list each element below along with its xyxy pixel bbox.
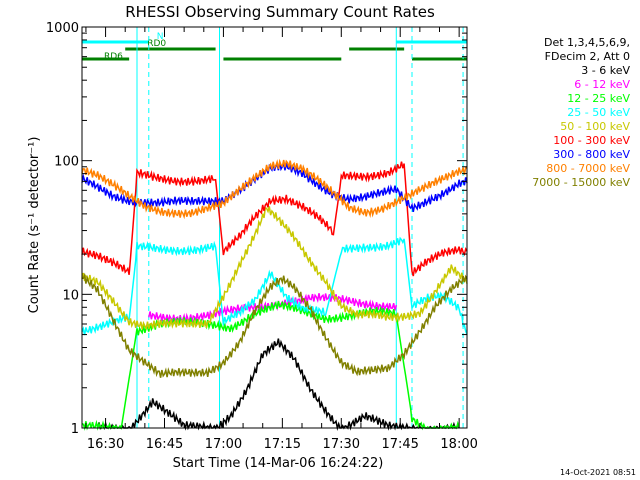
series-line-3 — [81, 236, 468, 336]
legend-entry: 12 - 25 keV — [567, 92, 630, 105]
legend-entry: 3 - 6 keV — [581, 64, 630, 77]
y-tick-label: 1 — [71, 422, 79, 437]
legend-entry: 800 - 7000 keV — [546, 162, 630, 175]
x-tick-label: 16:45 — [146, 437, 183, 452]
plot-frame — [81, 26, 468, 429]
legend-header-line: Det 1,3,4,5,6,9, — [544, 36, 630, 49]
legend-entry: 7000 - 15000 keV — [532, 176, 630, 189]
x-tick-label: 16:30 — [87, 437, 124, 452]
x-axis: 16:30 16:45 17:00 17:15 17:30 17:45 18:00 — [85, 27, 478, 452]
flag-label-rd6: RD6 — [104, 52, 123, 62]
legend-entry: 100 - 300 keV — [553, 134, 630, 147]
x-tick-label: 17:15 — [264, 437, 301, 452]
legend-entry: 50 - 100 keV — [560, 120, 630, 133]
x-axis-label: Start Time (14-Mar-06 16:24:22) — [173, 456, 384, 471]
day-night-boundaries — [136, 27, 464, 428]
x-tick-label: 17:30 — [323, 437, 360, 452]
x-tick-label: 18:00 — [440, 437, 477, 452]
legend: Det 1,3,4,5,6,9,FDecim 2, Att 03 - 6 keV… — [532, 36, 630, 189]
y-tick-label: 1000 — [46, 21, 79, 36]
series-line-2 — [81, 300, 460, 431]
y-tick-label: 10 — [62, 288, 79, 303]
x-tick-label: 17:00 — [205, 437, 242, 452]
legend-entry: 300 - 800 keV — [553, 148, 630, 161]
chart-title: RHESSI Observing Summary Count Rates — [125, 3, 435, 21]
y-axis: 1 10 100 1000 — [46, 21, 467, 437]
legend-header-line: FDecim 2, Att 0 — [545, 50, 630, 63]
flag-label-rd0: RD0 — [147, 39, 166, 49]
flag-label-n: N — [157, 32, 164, 42]
series-line-4 — [81, 206, 468, 331]
legend-entry: 6 - 12 keV — [574, 78, 630, 91]
x-tick-label: 17:45 — [381, 437, 418, 452]
series-line-7 — [81, 158, 468, 220]
legend-entry: 25 - 50 keV — [567, 106, 630, 119]
footer-date: 14-Oct-2021 08:51 — [560, 468, 636, 477]
y-axis-label: Count Rate (s⁻¹ detector⁻¹) — [27, 137, 42, 314]
series-line-8 — [82, 272, 468, 378]
y-tick-label: 100 — [54, 155, 79, 170]
series-line-5 — [81, 161, 468, 277]
